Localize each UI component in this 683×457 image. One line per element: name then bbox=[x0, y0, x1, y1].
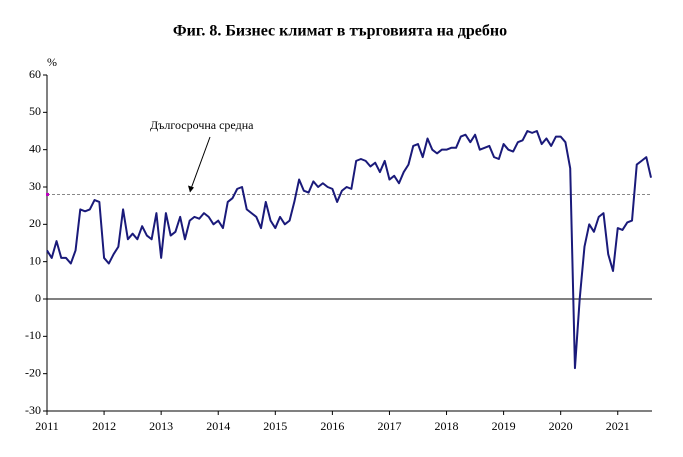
x-tick-label: 2015 bbox=[263, 419, 287, 433]
x-tick-label: 2017 bbox=[377, 419, 401, 433]
y-tick-label: 60 bbox=[29, 67, 41, 81]
x-tick-label: 2020 bbox=[549, 419, 573, 433]
annotation: Дългосрочна средна bbox=[150, 118, 254, 132]
reference-marker bbox=[46, 192, 49, 196]
x-tick-label: 2019 bbox=[492, 419, 516, 433]
x-tick-label: 2018 bbox=[435, 419, 459, 433]
y-tick-label: 50 bbox=[29, 104, 41, 118]
y-tick-label: 30 bbox=[29, 179, 41, 193]
annotation-arrow bbox=[189, 136, 211, 192]
y-tick-label: 20 bbox=[29, 216, 41, 230]
x-tick-label: 2011 bbox=[35, 419, 59, 433]
x-tick-label: 2014 bbox=[206, 419, 230, 433]
x-tick-label: 2021 bbox=[606, 419, 630, 433]
spacer bbox=[112, 137, 152, 172]
y-tick-label: -30 bbox=[25, 403, 41, 417]
y-tick-label: 40 bbox=[29, 141, 41, 155]
chart-title: Фиг. 8. Бизнес климат в търговията на др… bbox=[173, 23, 507, 40]
y-tick-label: 0 bbox=[35, 291, 41, 305]
y-tick-label: 10 bbox=[29, 253, 41, 267]
y-tick-label: -10 bbox=[25, 328, 41, 342]
x-tick-label: 2013 bbox=[149, 419, 173, 433]
y-tick-label: -20 bbox=[25, 365, 41, 379]
data-line bbox=[46, 130, 653, 370]
arrow-head bbox=[188, 185, 194, 193]
x-tick-label: 2016 bbox=[320, 419, 344, 433]
y-unit: % bbox=[47, 55, 57, 69]
x-tick-label: 2012 bbox=[92, 419, 116, 433]
